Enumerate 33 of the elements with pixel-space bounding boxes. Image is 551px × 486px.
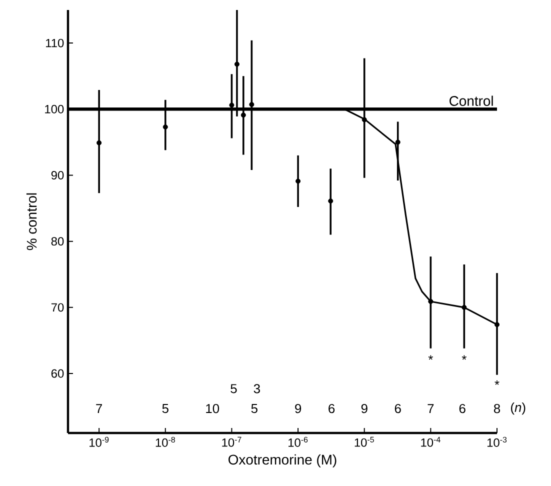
x-tick-label: 10$^{-7}$ [222, 436, 242, 447]
y-tick-label: 60 [51, 369, 64, 378]
x-tick-label: 10$^{-5}$ [354, 436, 374, 447]
annotation: 5 [251, 404, 258, 414]
annotation: 6 [328, 404, 335, 414]
y-tick-label: 90 [51, 171, 64, 180]
annotation: 5 [162, 404, 168, 414]
text: (n) [511, 402, 526, 415]
annotation: 7 [96, 404, 102, 414]
y-tick-label: 110 [46, 38, 64, 48]
annotation: 9 [361, 404, 368, 414]
annotation: 7 [428, 404, 434, 414]
x-tick-label: 10$^{-3}$ [487, 436, 507, 447]
x-tick-label: 10$^{-9}$ [90, 436, 109, 447]
x-tick-label: 10$^{-4}$ [421, 436, 440, 447]
ref-line-label: Control [450, 96, 493, 106]
annotation: 9 [295, 404, 302, 414]
x-tick-label: 10$^{-6}$ [288, 436, 308, 447]
y-tick-label: 80 [51, 237, 64, 246]
annotation: * [428, 355, 433, 360]
annotation: 6 [394, 404, 401, 414]
annotation: * [494, 380, 500, 385]
y-tick-label: 100 [45, 104, 64, 114]
annotation: 6 [459, 404, 466, 414]
annotation: 8 [494, 404, 500, 414]
x-axis-title: Oxotremorine (M) [228, 454, 336, 468]
y-tick-label: 70 [51, 303, 64, 312]
annotation: * [462, 355, 467, 360]
annotation: 10 [206, 404, 220, 414]
annotation: 3 [254, 384, 260, 394]
y-axis-title: % control [26, 193, 37, 250]
x-tick-label: 10$^{-8}$ [156, 436, 175, 447]
annotation: 5 [230, 384, 237, 394]
